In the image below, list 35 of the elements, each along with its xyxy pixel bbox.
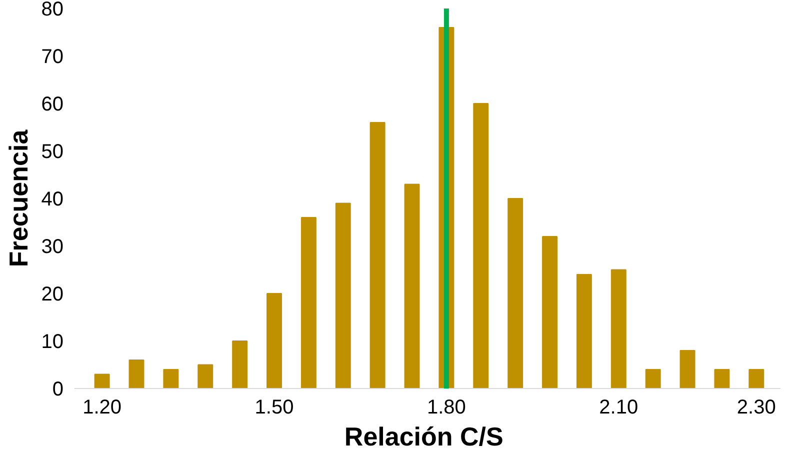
- y-tick-label: 0: [52, 378, 64, 400]
- y-tick-label: 30: [41, 236, 64, 258]
- x-tick-label: 2.10: [599, 396, 638, 418]
- y-tick-label: 20: [41, 284, 64, 306]
- x-tick-label: 1.80: [426, 396, 466, 418]
- bar: [163, 369, 179, 388]
- y-tick-label: 60: [41, 94, 64, 116]
- bar: [680, 350, 696, 388]
- bar: [576, 274, 592, 388]
- y-axis-title: Frecuencia: [3, 129, 34, 268]
- bar: [128, 360, 144, 388]
- bar: [714, 369, 730, 388]
- bar: [94, 374, 110, 388]
- bar: [198, 364, 214, 388]
- bar: [370, 122, 386, 388]
- bar: [404, 184, 420, 388]
- bar: [748, 369, 764, 388]
- bar: [232, 340, 248, 388]
- bar: [542, 236, 558, 388]
- bar: [300, 217, 316, 388]
- x-tick-label: 2.30: [736, 396, 776, 418]
- bar: [473, 103, 489, 388]
- x-tick-label: 1.20: [82, 396, 122, 418]
- bar: [645, 369, 661, 388]
- bar: [610, 269, 626, 388]
- bar: [266, 293, 282, 388]
- y-tick-label: 10: [41, 331, 64, 353]
- y-tick-label: 80: [41, 0, 64, 20]
- y-tick-label: 50: [41, 141, 64, 163]
- x-axis-title: Relación C/S: [344, 422, 504, 452]
- y-tick-label: 40: [41, 188, 64, 210]
- bar: [508, 198, 524, 388]
- y-tick-label: 70: [41, 46, 64, 68]
- bar: [335, 202, 351, 388]
- x-tick-label: 1.50: [254, 396, 294, 418]
